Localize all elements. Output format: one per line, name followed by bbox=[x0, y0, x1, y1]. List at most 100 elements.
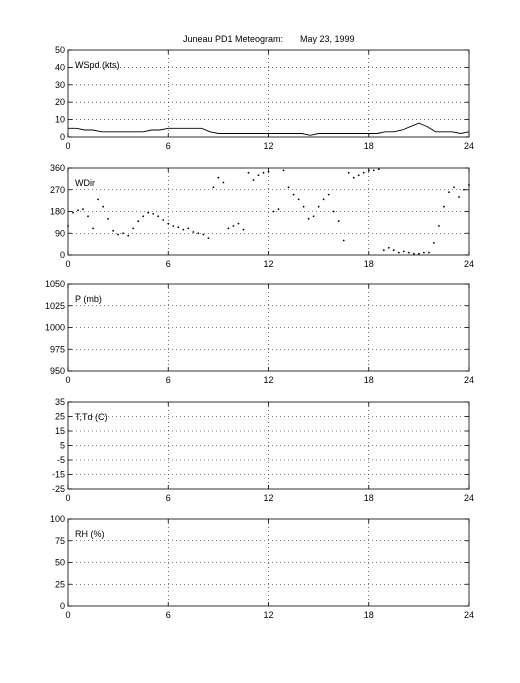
wdir-data-point bbox=[112, 229, 114, 232]
wdir-data-point bbox=[377, 168, 380, 171]
wdir-data-point bbox=[162, 219, 165, 221]
pressure-ytick-label: 975 bbox=[50, 344, 65, 354]
rh-xtick-label: 6 bbox=[166, 610, 171, 620]
wspd-panel-label: WSpd (kts) bbox=[75, 60, 120, 70]
wdir-data-point bbox=[362, 171, 365, 174]
wdir-data-point bbox=[127, 234, 130, 237]
wdir-data-point bbox=[453, 186, 455, 189]
rh-xtick-label: 0 bbox=[65, 610, 70, 620]
wdir-data-point bbox=[428, 251, 430, 254]
wspd-axes-frame bbox=[67, 49, 470, 138]
wspd-ytick-label: 10 bbox=[55, 115, 65, 125]
wdir-data-point bbox=[322, 198, 325, 201]
wdir-data-point bbox=[458, 196, 460, 198]
wdir-data-point bbox=[72, 211, 74, 214]
wspd-xtick-label: 6 bbox=[166, 141, 171, 151]
temperature-ytick-label: 35 bbox=[55, 397, 65, 407]
wdir-data-point bbox=[132, 227, 135, 230]
pressure-xtick-label: 6 bbox=[166, 375, 171, 385]
wdir-data-point bbox=[332, 210, 335, 213]
pressure-xtick-label: 18 bbox=[364, 375, 374, 385]
wdir-data-point bbox=[117, 233, 119, 236]
wdir-data-point bbox=[413, 252, 415, 255]
wspd-ytick-label: 40 bbox=[55, 62, 65, 72]
wdir-data-point bbox=[357, 174, 360, 177]
temperature-xtick-label: 18 bbox=[364, 493, 374, 503]
wspd-xtick-label: 0 bbox=[65, 141, 70, 151]
wdir-data-point bbox=[347, 171, 350, 174]
wdir-data-point bbox=[122, 232, 124, 235]
rh-xtick-label: 18 bbox=[364, 610, 374, 620]
temperature-ytick-label: 5 bbox=[60, 441, 65, 451]
wdir-data-point bbox=[297, 198, 300, 201]
wdir-data-point bbox=[92, 227, 94, 230]
figure-title: Juneau PD1 Meteogram: bbox=[183, 34, 283, 44]
wdir-data-point bbox=[418, 252, 420, 255]
wspd-xtick-label: 12 bbox=[263, 141, 273, 151]
wdir-panel-label: WDir bbox=[75, 178, 95, 188]
wdir-data-point bbox=[292, 193, 295, 196]
wdir-data-point bbox=[397, 251, 400, 254]
wdir-data-point bbox=[307, 217, 310, 220]
wdir-data-point bbox=[382, 249, 385, 252]
wdir-data-point bbox=[312, 215, 315, 218]
pressure-xtick-label: 24 bbox=[464, 375, 474, 385]
wdir-data-point bbox=[317, 205, 320, 208]
wdir-data-point bbox=[257, 174, 260, 177]
wdir-data-point bbox=[77, 209, 79, 212]
wdir-data-point bbox=[302, 205, 305, 208]
rh-ytick-label: 75 bbox=[55, 536, 65, 546]
temperature-panel: 0 6 12 18 24 -25 -15 -5 5 15 25 35 T,Td (C) bbox=[52, 397, 474, 503]
rh-xtick-label: 24 bbox=[464, 610, 474, 620]
wdir-xtick-label: 0 bbox=[65, 259, 70, 269]
wdir-data-point bbox=[137, 220, 140, 223]
wdir-data-point bbox=[97, 198, 99, 201]
wspd-xtick-label: 24 bbox=[464, 141, 474, 151]
wspd-ytick-label: 20 bbox=[55, 97, 65, 107]
wdir-data-point bbox=[222, 181, 225, 184]
wdir-data-point bbox=[407, 251, 410, 254]
wdir-data-point bbox=[402, 250, 405, 253]
wdir-ytick-label: 90 bbox=[55, 228, 65, 238]
temperature-ytick-label: 25 bbox=[55, 412, 65, 422]
wdir-data-point bbox=[107, 217, 109, 220]
wdir-data-point bbox=[448, 191, 450, 194]
wdir-ytick-label: 270 bbox=[50, 185, 65, 195]
pressure-ytick-label: 1050 bbox=[45, 279, 65, 289]
wdir-data-point bbox=[272, 210, 275, 213]
wdir-data-point bbox=[438, 225, 440, 227]
wdir-data-point bbox=[142, 215, 145, 218]
pressure-xtick-label: 12 bbox=[263, 375, 273, 385]
wdir-data-point bbox=[197, 232, 200, 235]
temperature-xtick-label: 6 bbox=[166, 493, 171, 503]
wdir-data-point bbox=[187, 227, 190, 230]
rh-ytick-label: 25 bbox=[55, 579, 65, 589]
wdir-data-point bbox=[157, 215, 160, 218]
wdir-data-point bbox=[387, 246, 390, 249]
temperature-panel-label: T,Td (C) bbox=[75, 412, 108, 422]
temperature-ytick-label: -25 bbox=[52, 484, 65, 494]
wdir-ytick-label: 360 bbox=[50, 163, 65, 173]
rh-ytick-label: 100 bbox=[50, 514, 65, 524]
wdir-data-point bbox=[237, 222, 240, 225]
pressure-xtick-label: 0 bbox=[65, 375, 70, 385]
figure-date: May 23, 1999 bbox=[300, 34, 355, 44]
wdir-xtick-label: 24 bbox=[464, 259, 474, 269]
wdir-data-point bbox=[207, 237, 210, 240]
wspd-panel: 0 6 12 18 24 0 10 20 30 40 50 WSpd (kts) bbox=[55, 45, 474, 151]
wdir-data-point bbox=[247, 171, 250, 174]
pressure-panel: 0 6 12 18 24 950 975 1000 1025 1050 P (mb) bbox=[45, 279, 474, 385]
wdir-data-point bbox=[342, 239, 345, 242]
wdir-data-point bbox=[337, 220, 340, 223]
wdir-xtick-label: 18 bbox=[364, 259, 374, 269]
wdir-xtick-label: 12 bbox=[263, 259, 273, 269]
temperature-xtick-label: 0 bbox=[65, 493, 70, 503]
wdir-data-point bbox=[232, 225, 235, 227]
wdir-panel: 0 6 12 18 24 0 90 180 270 360 WDir bbox=[50, 163, 474, 269]
wdir-ytick-label: 180 bbox=[50, 207, 65, 217]
rh-panel-label: RH (%) bbox=[75, 529, 105, 539]
wdir-data-point bbox=[463, 188, 465, 191]
wspd-ytick-label: 50 bbox=[55, 45, 65, 55]
wdir-data-point bbox=[172, 225, 175, 227]
